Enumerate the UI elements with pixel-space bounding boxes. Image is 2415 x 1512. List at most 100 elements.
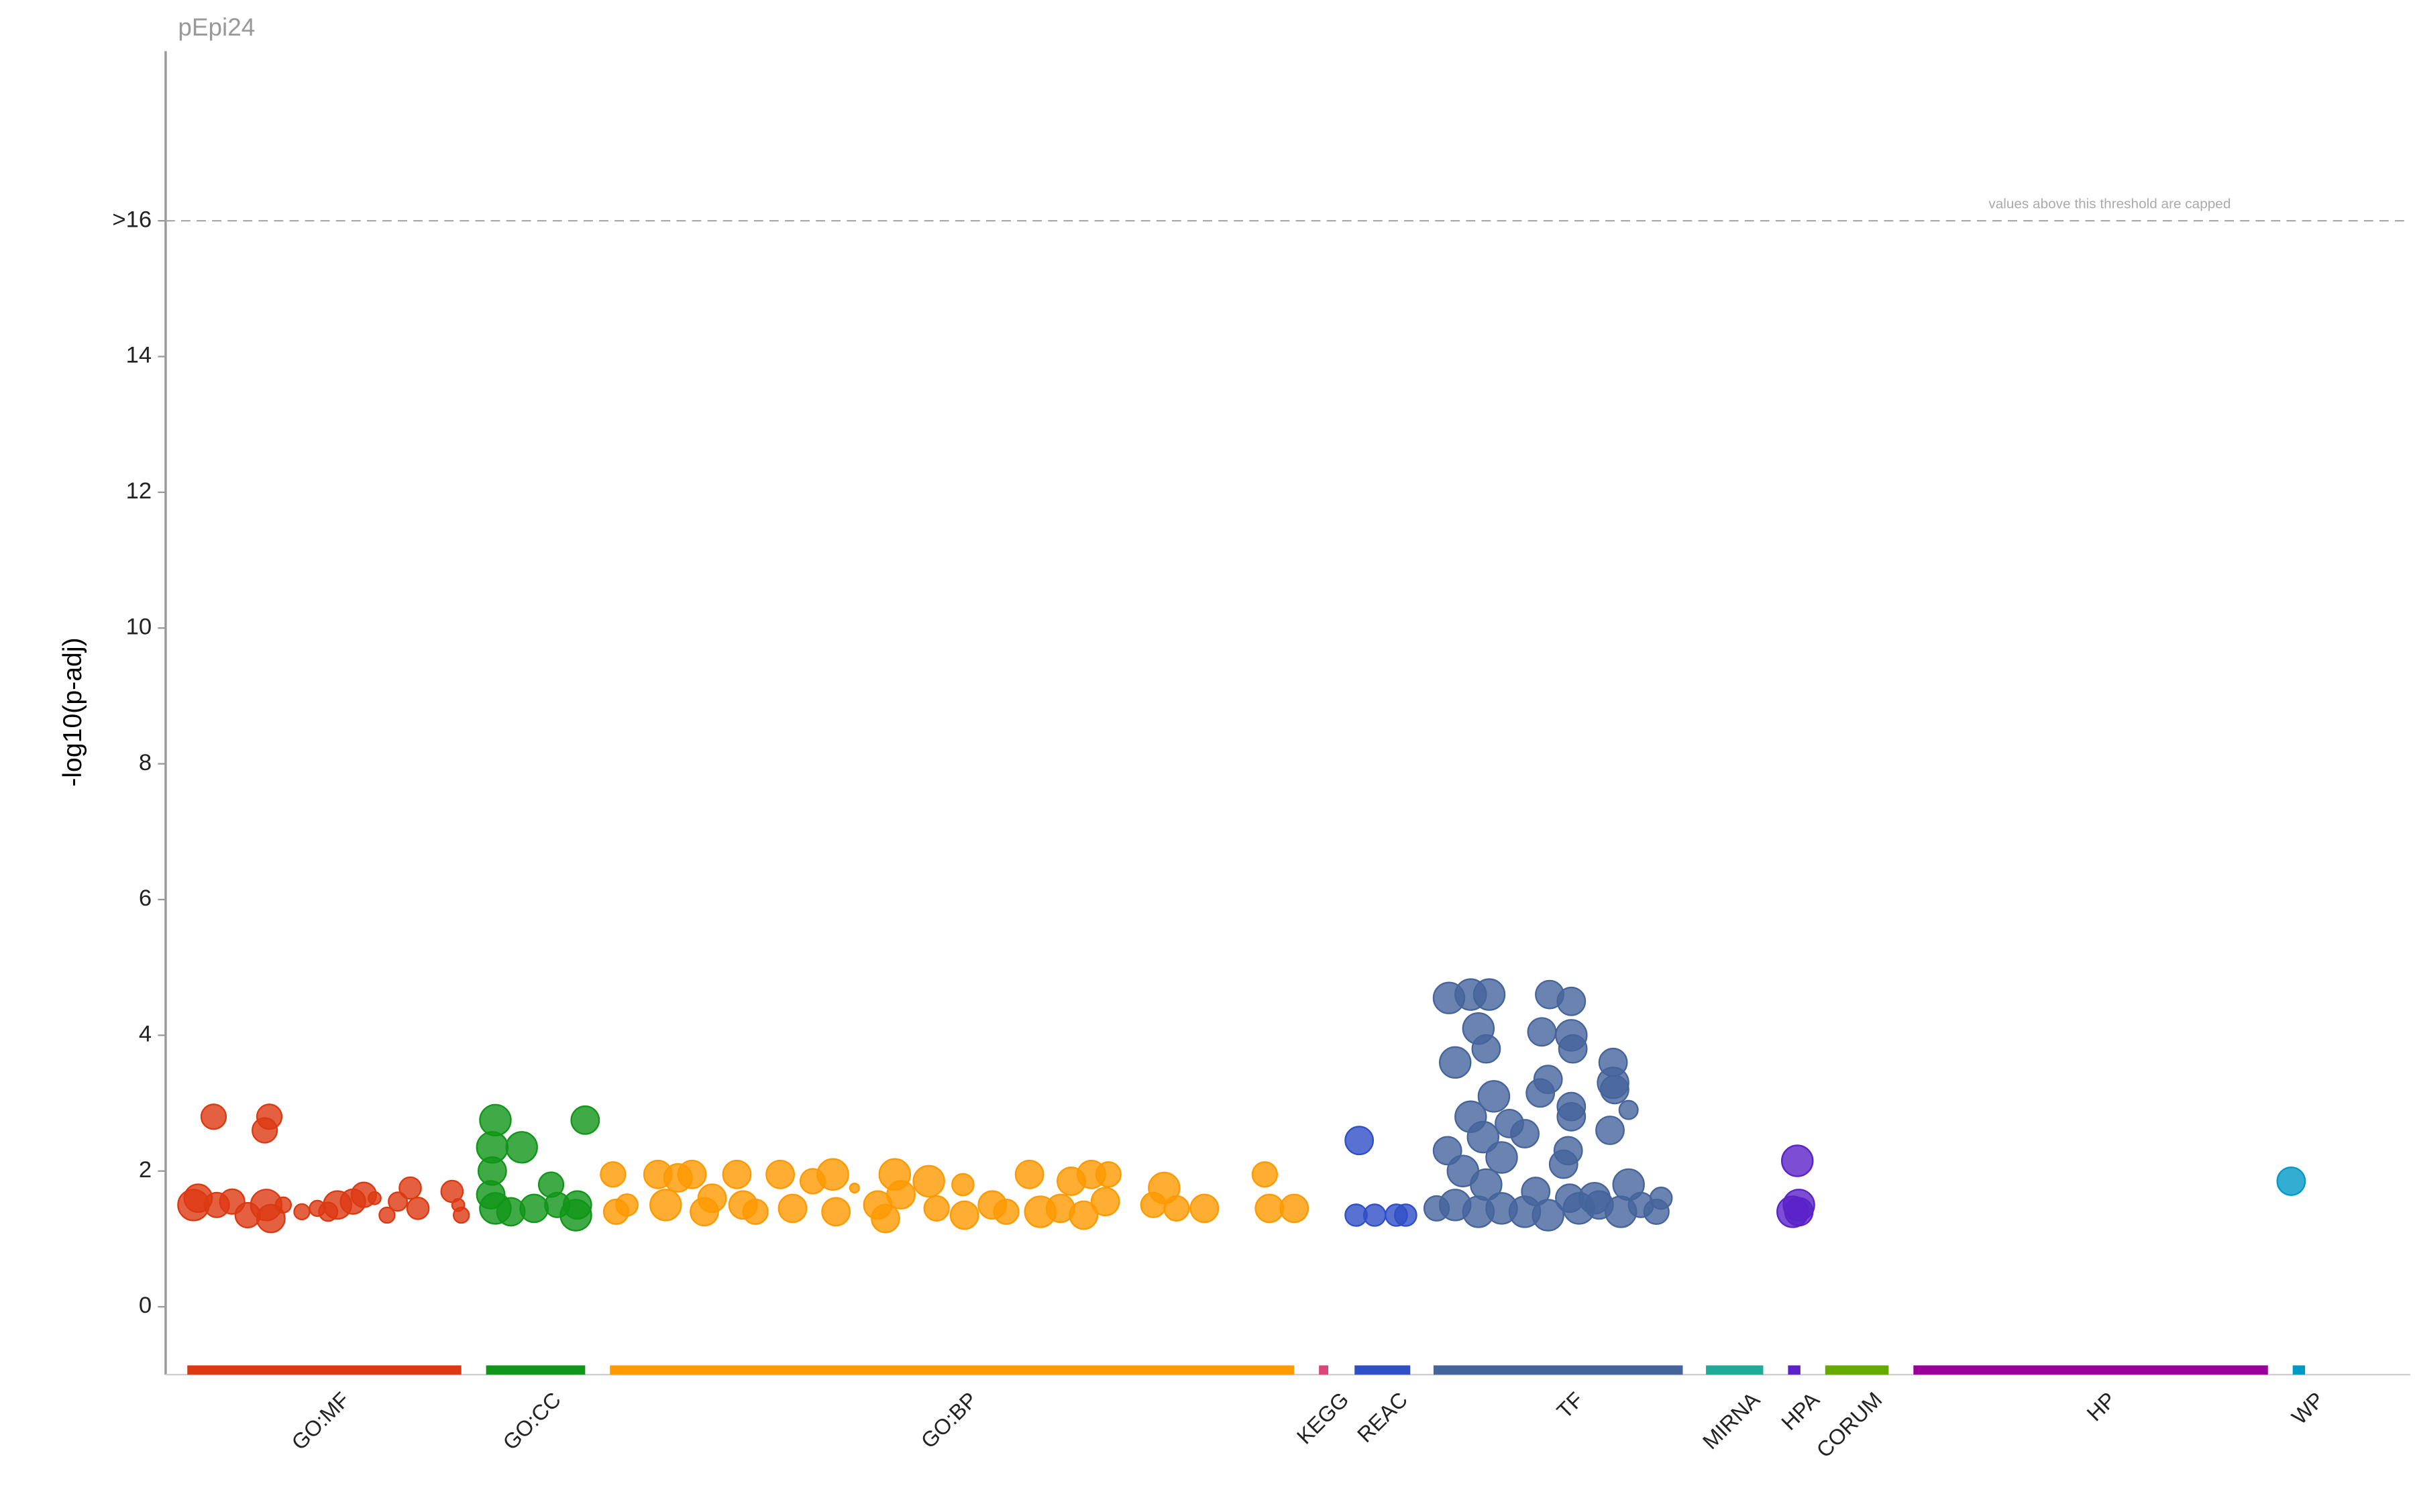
term-point <box>742 1198 769 1226</box>
term-point <box>777 1193 808 1224</box>
term-point <box>886 1180 916 1210</box>
y-tick-label: 14 <box>126 343 152 368</box>
source-label: GO:MF <box>287 1387 354 1454</box>
term-point <box>1521 1177 1551 1206</box>
term-point <box>1148 1171 1181 1205</box>
term-point <box>1466 1120 1499 1154</box>
term-point <box>1784 1197 1814 1227</box>
source-bar <box>1433 1365 1683 1375</box>
source-bar <box>187 1365 462 1375</box>
source-bar <box>1706 1365 1764 1375</box>
term-point <box>252 1117 278 1144</box>
term-point <box>993 1198 1020 1226</box>
term-point <box>1477 1080 1511 1113</box>
y-axis-label: -log10(p-adj) <box>58 637 87 786</box>
term-point <box>1471 1034 1501 1064</box>
term-point <box>256 1203 286 1234</box>
term-point <box>1599 1075 1629 1105</box>
term-point <box>1254 1193 1285 1224</box>
term-point <box>1014 1159 1044 1189</box>
term-point <box>1556 986 1587 1016</box>
term-point <box>1558 1034 1588 1064</box>
term-point <box>923 1195 950 1222</box>
term-point <box>398 1176 422 1200</box>
source-label: REAC <box>1352 1387 1412 1447</box>
term-point <box>1472 978 1506 1011</box>
term-point <box>1439 1046 1472 1079</box>
term-point <box>1595 1116 1625 1145</box>
y-tick-label: >16 <box>112 207 152 232</box>
y-tick-label: 10 <box>126 614 152 639</box>
source-bar <box>1913 1365 2268 1375</box>
term-point <box>1532 1199 1564 1232</box>
term-point <box>1556 1101 1587 1132</box>
term-point <box>1618 1099 1639 1120</box>
source-bar <box>1788 1365 1801 1375</box>
term-point <box>519 1193 549 1224</box>
term-point <box>318 1201 339 1222</box>
source-label: GO:BP <box>916 1387 982 1453</box>
term-point <box>1510 1119 1540 1148</box>
source-bar <box>1825 1365 1889 1375</box>
term-point <box>1548 1149 1578 1179</box>
term-point <box>1485 1141 1518 1174</box>
source-label: WP <box>2287 1387 2328 1429</box>
term-point <box>1251 1161 1278 1188</box>
source-bar <box>1354 1365 1411 1375</box>
source-bar <box>1319 1365 1328 1375</box>
term-point <box>677 1159 707 1189</box>
term-point <box>1527 1017 1557 1047</box>
term-point <box>912 1165 945 1198</box>
term-point <box>378 1206 396 1224</box>
term-point <box>1090 1187 1120 1217</box>
term-point <box>479 1103 512 1137</box>
source-label: CORUM <box>1812 1387 1887 1462</box>
term-point <box>1344 1126 1375 1156</box>
term-point <box>600 1161 627 1188</box>
y-tick-label: 6 <box>139 885 152 911</box>
y-tick-label: 4 <box>139 1021 152 1046</box>
term-point <box>871 1203 900 1234</box>
term-point <box>388 1191 409 1212</box>
source-label: HPA <box>1776 1387 1824 1435</box>
term-point <box>200 1103 227 1130</box>
term-point <box>1525 1078 1556 1108</box>
term-point <box>1189 1193 1220 1224</box>
y-tick-label: 12 <box>126 478 152 504</box>
term-point <box>1279 1193 1309 1224</box>
term-point <box>1163 1195 1190 1222</box>
term-point <box>951 1173 975 1197</box>
term-point <box>406 1197 430 1220</box>
term-point <box>949 1200 979 1230</box>
term-point <box>697 1183 727 1213</box>
term-point <box>821 1197 851 1227</box>
term-point <box>1781 1144 1814 1177</box>
term-point <box>1069 1200 1099 1230</box>
term-point <box>505 1131 538 1164</box>
term-point <box>1394 1203 1417 1227</box>
term-point <box>849 1182 860 1194</box>
y-tick-label: 8 <box>139 750 152 775</box>
source-label: MIRNA <box>1698 1387 1764 1454</box>
y-tick-label: 2 <box>139 1157 152 1183</box>
source-label: GO:CC <box>498 1387 566 1454</box>
term-point <box>2276 1166 2306 1196</box>
term-point <box>570 1105 600 1135</box>
term-point <box>368 1191 382 1205</box>
y-tick-label: 0 <box>139 1293 152 1318</box>
term-point <box>722 1159 752 1189</box>
term-point <box>816 1158 849 1191</box>
threshold-note: values above this threshold are capped <box>1988 197 2231 212</box>
term-point <box>293 1203 311 1221</box>
term-point <box>1423 1195 1450 1222</box>
chart-title: pEpi24 <box>178 13 255 41</box>
source-label: HP <box>2082 1387 2121 1425</box>
term-point <box>451 1197 466 1212</box>
source-bar <box>610 1365 1295 1375</box>
source-bar <box>486 1365 586 1375</box>
term-point <box>562 1190 592 1220</box>
term-point <box>1362 1203 1387 1227</box>
term-point <box>765 1159 795 1189</box>
source-label: KEGG <box>1292 1387 1353 1448</box>
term-point <box>1095 1161 1122 1188</box>
